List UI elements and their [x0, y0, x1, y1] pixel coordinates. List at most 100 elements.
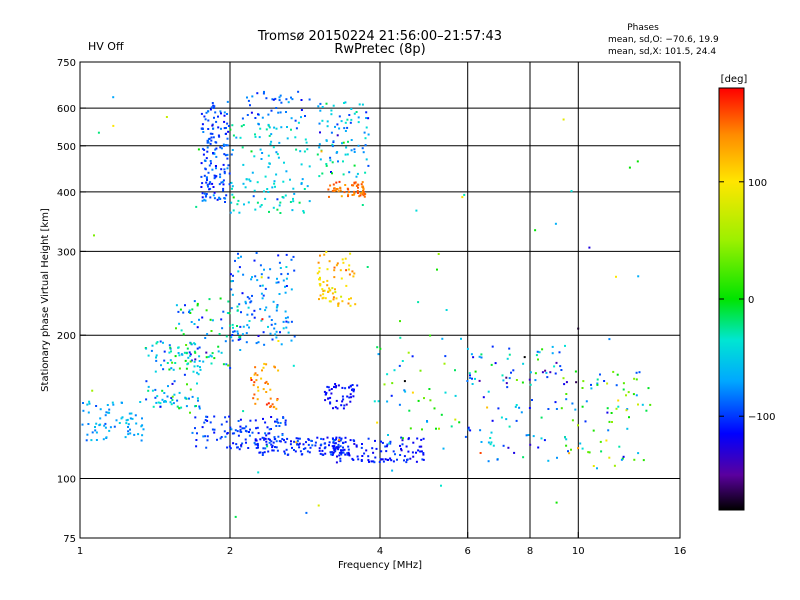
data-point — [357, 186, 359, 189]
data-point — [221, 180, 224, 183]
data-point — [584, 420, 587, 423]
data-point — [105, 436, 108, 439]
data-point — [581, 387, 584, 389]
data-point — [332, 140, 335, 143]
data-point — [596, 382, 599, 385]
data-point — [271, 98, 274, 101]
data-point — [378, 461, 381, 463]
data-point — [189, 360, 192, 363]
data-point — [351, 184, 353, 187]
data-point — [318, 267, 321, 270]
data-point — [194, 416, 197, 419]
data-point — [207, 128, 210, 130]
data-point — [197, 148, 200, 151]
data-point — [515, 419, 518, 422]
data-point — [273, 180, 276, 183]
data-point — [247, 306, 250, 309]
data-point — [95, 405, 98, 407]
data-point — [108, 411, 111, 414]
data-point — [319, 131, 321, 134]
data-point — [204, 419, 207, 421]
data-point — [308, 165, 311, 168]
data-point — [635, 371, 638, 374]
data-point — [270, 416, 273, 418]
data-point — [295, 148, 298, 151]
data-point — [99, 408, 102, 411]
data-point — [237, 332, 239, 335]
data-point — [223, 171, 226, 173]
data-point — [337, 190, 340, 193]
data-point — [244, 429, 247, 432]
data-point — [347, 451, 350, 454]
data-point — [399, 320, 401, 323]
data-point — [213, 357, 216, 360]
data-point — [220, 423, 223, 426]
data-point — [294, 450, 297, 453]
data-point — [254, 419, 257, 422]
data-point — [222, 163, 225, 166]
data-point — [286, 272, 289, 275]
data-point — [282, 417, 285, 419]
data-point — [265, 380, 268, 383]
data-point — [264, 197, 267, 200]
data-point — [284, 423, 287, 426]
data-point — [216, 198, 219, 201]
data-point — [314, 441, 317, 444]
data-point — [274, 185, 276, 188]
data-point — [261, 152, 264, 154]
data-point — [480, 441, 483, 443]
data-point — [256, 92, 259, 95]
data-point — [251, 313, 254, 316]
data-point — [334, 448, 337, 451]
data-point — [183, 351, 186, 354]
data-point — [166, 362, 169, 364]
data-point — [571, 402, 574, 405]
data-point — [596, 378, 599, 381]
data-point — [188, 311, 190, 314]
data-point — [332, 183, 335, 186]
data-point — [515, 379, 518, 381]
data-point — [236, 430, 239, 433]
data-point — [102, 438, 105, 441]
data-point — [296, 440, 299, 442]
data-point — [227, 164, 230, 167]
data-point — [346, 452, 349, 455]
data-point — [306, 148, 309, 151]
data-point — [237, 420, 240, 422]
data-point — [202, 360, 205, 363]
data-point — [367, 164, 370, 167]
data-point — [512, 369, 515, 372]
data-point — [352, 390, 355, 393]
data-point — [289, 201, 292, 203]
data-point — [505, 376, 508, 379]
data-point — [338, 439, 341, 442]
data-point — [213, 174, 216, 177]
data-point — [209, 181, 212, 184]
data-point — [319, 284, 322, 287]
data-point — [268, 441, 271, 444]
data-point — [336, 446, 339, 449]
data-point — [186, 383, 188, 386]
data-point — [237, 199, 240, 202]
data-point — [182, 333, 185, 336]
data-point — [246, 296, 249, 299]
data-point — [178, 367, 181, 370]
data-point — [193, 365, 196, 368]
data-point — [329, 184, 332, 187]
data-point — [332, 407, 334, 410]
data-point — [259, 205, 262, 208]
data-point — [322, 296, 325, 299]
data-point — [171, 399, 174, 401]
data-point — [257, 113, 259, 116]
data-point — [318, 278, 320, 281]
data-point — [556, 456, 558, 459]
chart-subtitle: RwPretec (8p) — [334, 42, 425, 57]
data-point — [334, 291, 337, 294]
data-point — [467, 426, 470, 429]
data-point — [325, 139, 328, 142]
data-point — [335, 399, 338, 402]
data-point — [628, 416, 630, 419]
data-point — [223, 114, 226, 117]
data-point — [428, 388, 431, 390]
data-point — [472, 356, 475, 359]
